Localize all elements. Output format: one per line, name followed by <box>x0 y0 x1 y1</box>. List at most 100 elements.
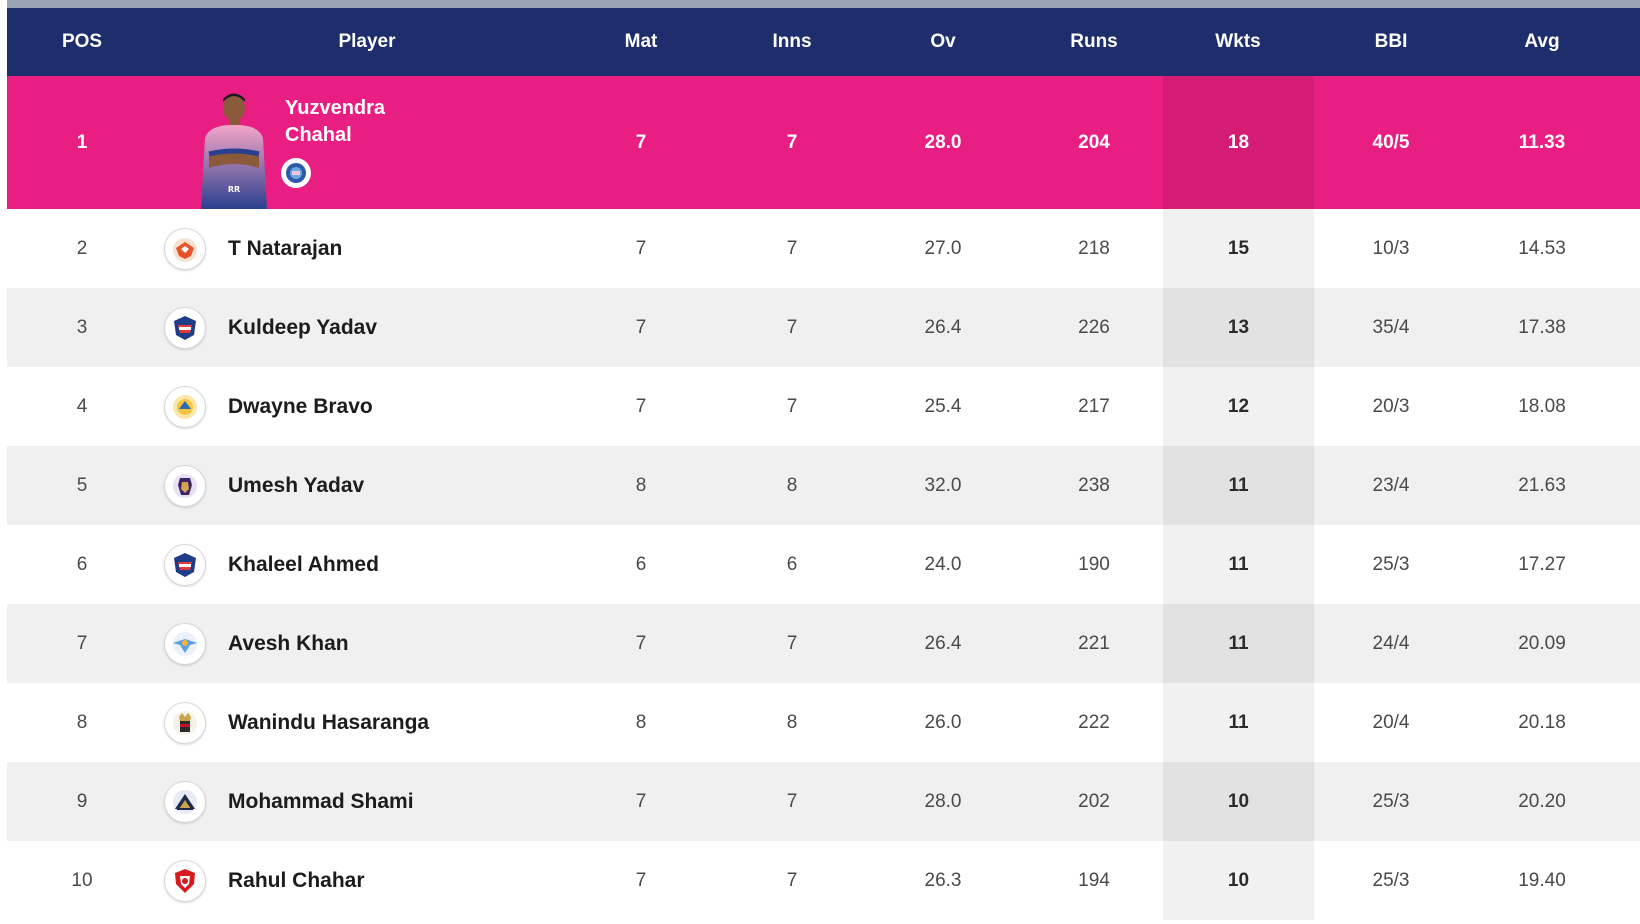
row-avg: 17.27 <box>1518 553 1566 575</box>
leader-name[interactable]: Yuzvendra Chahal <box>285 95 425 149</box>
table-row[interactable]: 2 T Natarajan 7 7 27.0 218 15 10/3 14.53 <box>7 209 1640 288</box>
row-avg: 21.63 <box>1518 474 1566 496</box>
row-runs: 222 <box>1078 711 1110 733</box>
row-runs: 218 <box>1078 237 1110 259</box>
row-wkts: 10 <box>1163 841 1314 920</box>
row-bbi: 20/3 <box>1372 395 1410 417</box>
row-inns: 7 <box>786 632 798 654</box>
svg-text:RR: RR <box>228 185 240 194</box>
row-inns: 7 <box>786 237 798 259</box>
rajasthan-royals-icon <box>281 158 311 188</box>
leader-avg: 11.33 <box>1518 131 1566 153</box>
row-pos: 3 <box>76 316 88 338</box>
row-player-cell: Umesh Yadav <box>157 446 577 525</box>
row-player-cell: Kuldeep Yadav <box>157 288 577 367</box>
player-name[interactable]: Umesh Yadav <box>228 473 365 497</box>
row-ov: 26.4 <box>924 632 962 654</box>
header-player[interactable]: Player <box>338 31 396 52</box>
header-avg[interactable]: Avg <box>1524 31 1560 52</box>
table-row[interactable]: 5 Umesh Yadav 8 8 32.0 238 11 23/4 21.63 <box>7 446 1640 525</box>
row-mat: 8 <box>635 711 647 733</box>
table-header: POS Player Mat Inns Ov Runs Wkts BBI Avg <box>7 8 1640 76</box>
table-row[interactable]: 10 Rahul Chahar 7 7 26.3 194 10 25/3 19.… <box>7 841 1640 920</box>
leader-inns: 7 <box>786 131 798 153</box>
gujarat-titans-icon <box>164 780 206 823</box>
row-pos: 7 <box>76 632 88 654</box>
row-runs: 190 <box>1078 553 1110 575</box>
player-portrait-icon: RR <box>201 93 267 209</box>
row-wkts: 11 <box>1163 446 1314 525</box>
table-row[interactable]: 6 Khaleel Ahmed 6 6 24.0 190 11 25/3 17.… <box>7 525 1640 604</box>
row-mat: 6 <box>635 553 647 575</box>
row-ov: 27.0 <box>924 237 962 259</box>
punjab-kings-icon <box>164 859 206 902</box>
lucknow-super-giants-icon <box>164 622 206 665</box>
header-inns[interactable]: Inns <box>772 31 812 52</box>
row-player-cell: Avesh Khan <box>157 604 577 683</box>
leader-bbi: 40/5 <box>1372 131 1410 153</box>
row-inns: 7 <box>786 869 798 891</box>
player-name[interactable]: Dwayne Bravo <box>228 394 373 418</box>
leader-row[interactable]: 1 RR Yuzvendra Chahal <box>7 76 1640 209</box>
row-avg: 18.08 <box>1518 395 1566 417</box>
row-runs: 221 <box>1078 632 1110 654</box>
row-mat: 7 <box>635 869 647 891</box>
delhi-capitals-icon <box>164 543 206 586</box>
row-avg: 20.20 <box>1518 790 1566 812</box>
row-bbi: 10/3 <box>1372 237 1410 259</box>
player-name[interactable]: Kuldeep Yadav <box>228 315 378 339</box>
sunrisers-hyderabad-icon <box>164 227 206 270</box>
row-avg: 14.53 <box>1518 237 1566 259</box>
player-name[interactable]: Rahul Chahar <box>228 868 365 892</box>
row-player-cell: Mohammad Shami <box>157 762 577 841</box>
row-player-cell: Khaleel Ahmed <box>157 525 577 604</box>
row-mat: 7 <box>635 395 647 417</box>
row-runs: 217 <box>1078 395 1110 417</box>
row-avg: 20.09 <box>1518 632 1566 654</box>
header-bbi[interactable]: BBI <box>1374 31 1408 52</box>
row-bbi: 25/3 <box>1372 869 1410 891</box>
table-row[interactable]: 7 Avesh Khan 7 7 26.4 221 11 24/4 20.09 <box>7 604 1640 683</box>
table-row[interactable]: 8 Wanindu Hasaranga 8 8 26.0 222 11 20/4… <box>7 683 1640 762</box>
row-wkts: 11 <box>1163 525 1314 604</box>
leader-ov: 28.0 <box>924 131 962 153</box>
player-name[interactable]: Wanindu Hasaranga <box>228 710 430 734</box>
row-wkts: 10 <box>1163 762 1314 841</box>
leader-last-name: Chahal <box>285 124 352 146</box>
header-mat[interactable]: Mat <box>624 31 658 52</box>
leader-first-name: Yuzvendra <box>285 97 386 119</box>
leader-runs: 204 <box>1078 131 1110 153</box>
header-pos[interactable]: POS <box>61 31 103 52</box>
header-wkts[interactable]: Wkts <box>1215 31 1261 52</box>
header-runs[interactable]: Runs <box>1070 31 1118 52</box>
row-bbi: 24/4 <box>1372 632 1410 654</box>
row-pos: 4 <box>76 395 88 417</box>
delhi-capitals-icon <box>164 306 206 349</box>
player-name[interactable]: Khaleel Ahmed <box>228 552 379 576</box>
table-row[interactable]: 4 Dwayne Bravo 7 7 25.4 217 12 20/3 18.0… <box>7 367 1640 446</box>
row-bbi: 23/4 <box>1372 474 1410 496</box>
top-border <box>7 0 1640 8</box>
row-inns: 7 <box>786 790 798 812</box>
table-row[interactable]: 9 Mohammad Shami 7 7 28.0 202 10 25/3 20… <box>7 762 1640 841</box>
royal-challengers-bangalore-icon <box>164 701 206 744</box>
row-player-cell: Dwayne Bravo <box>157 367 577 446</box>
row-avg: 17.38 <box>1518 316 1566 338</box>
player-name[interactable]: Mohammad Shami <box>228 789 414 813</box>
table-row[interactable]: 3 Kuldeep Yadav 7 7 26.4 226 13 35/4 17.… <box>7 288 1640 367</box>
row-wkts: 11 <box>1163 604 1314 683</box>
row-wkts: 15 <box>1163 209 1314 288</box>
row-mat: 7 <box>635 316 647 338</box>
row-inns: 7 <box>786 316 798 338</box>
row-mat: 7 <box>635 237 647 259</box>
header-ov[interactable]: Ov <box>930 31 956 52</box>
row-ov: 28.0 <box>924 790 962 812</box>
row-runs: 194 <box>1078 869 1110 891</box>
row-runs: 202 <box>1078 790 1110 812</box>
player-name[interactable]: T Natarajan <box>228 236 343 260</box>
row-inns: 8 <box>786 474 798 496</box>
row-wkts: 13 <box>1163 288 1314 367</box>
row-player-cell: Rahul Chahar <box>157 841 577 920</box>
player-name[interactable]: Avesh Khan <box>228 631 349 655</box>
row-wkts: 12 <box>1163 367 1314 446</box>
